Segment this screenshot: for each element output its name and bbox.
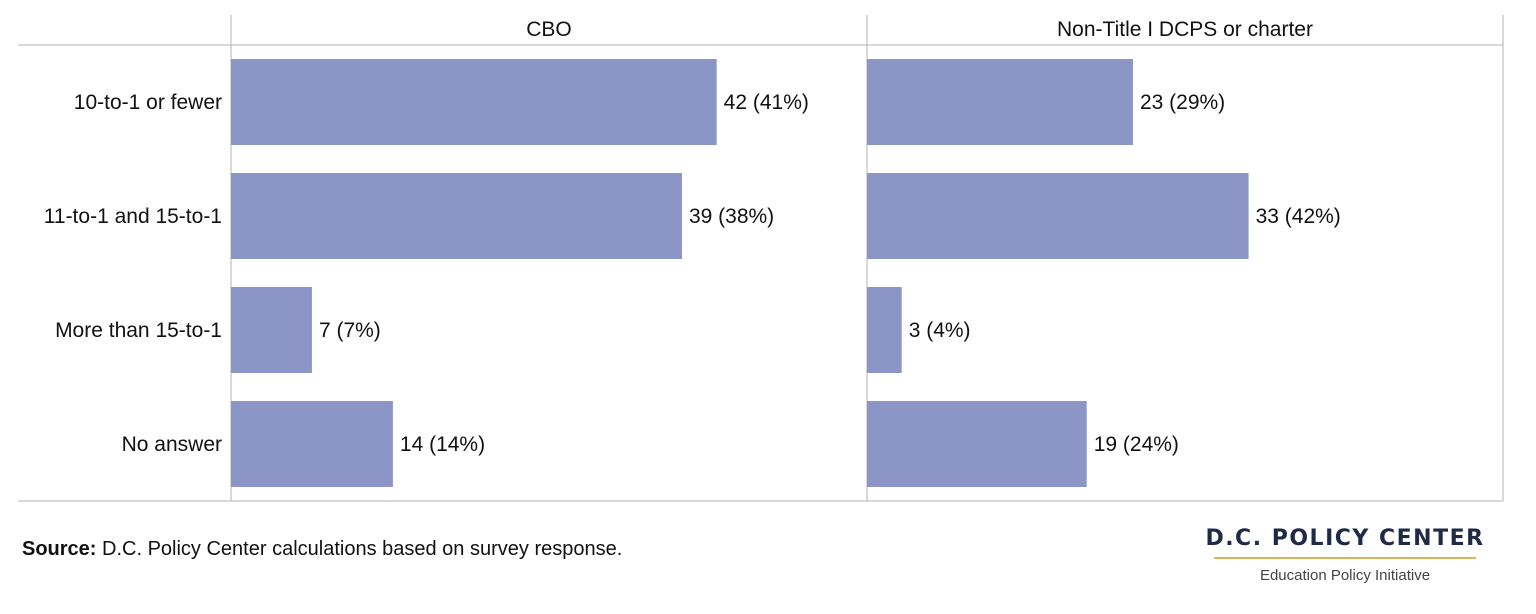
data-label: 23 (29%) <box>1140 91 1225 114</box>
brand-subtitle: Education Policy Initiative <box>1259 567 1431 584</box>
data-label: 42 (41%) <box>724 91 809 114</box>
source-note: Source: D.C. Policy Center calculations … <box>22 538 622 561</box>
bar <box>867 401 1087 487</box>
data-label: 33 (42%) <box>1256 205 1341 228</box>
chart: 10-to-1 or fewer 11-to-1 and 15-to-1 More … <box>18 15 1504 502</box>
panel-title: Non-Title I DCPS or charter <box>1057 18 1313 41</box>
category-label: 10-to-1 or fewer <box>74 91 222 114</box>
bar <box>231 173 682 259</box>
data-label: 3 (4%) <box>909 319 971 342</box>
source-text: D.C. Policy Center calculations based on… <box>96 538 623 560</box>
data-label: 14 (14%) <box>400 433 485 456</box>
bar <box>867 59 1133 145</box>
category-label: No answer <box>122 433 222 456</box>
panel-title: CBO <box>526 18 572 41</box>
category-label: 11-to-1 and 15-to-1 <box>44 205 222 228</box>
brand-name: D.C. POLICY CENTER <box>1205 526 1485 551</box>
data-label: 39 (38%) <box>689 205 774 228</box>
data-label: 19 (24%) <box>1094 433 1179 456</box>
brand-rule <box>1214 557 1476 559</box>
bar <box>867 173 1249 259</box>
bar <box>231 287 312 373</box>
data-label: 7 (7%) <box>319 319 381 342</box>
bar <box>867 287 902 373</box>
category-label: More than 15-to-1 <box>55 319 222 342</box>
bar <box>231 401 393 487</box>
bar <box>231 59 717 145</box>
source-label: Source: <box>22 538 97 560</box>
brand-logo: D.C. POLICY CENTER Education Policy Init… <box>1200 526 1490 584</box>
